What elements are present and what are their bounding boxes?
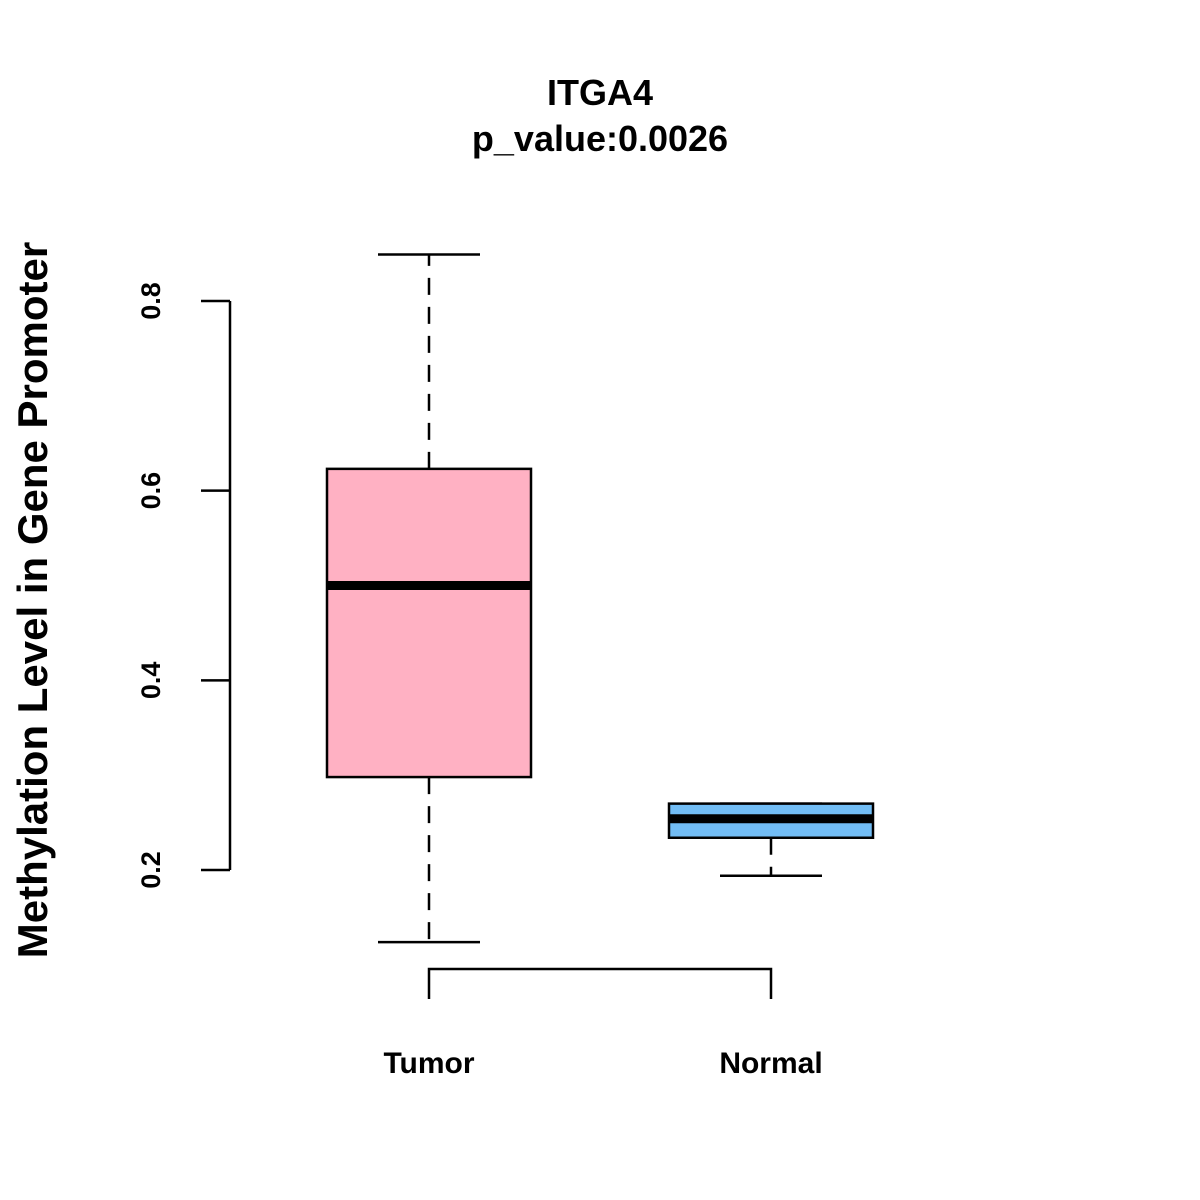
box-tumor — [325, 467, 533, 779]
x-label-normal: Normal — [719, 1047, 822, 1080]
y-tick-label: 0.4 — [136, 662, 166, 700]
chart-subtitle: p_value:0.0026 — [472, 118, 728, 159]
box-group — [325, 253, 875, 944]
significance-bracket — [427, 967, 773, 999]
bracket-line — [427, 967, 773, 999]
y-tick-label: 0.6 — [136, 472, 166, 510]
x-label-tumor: Tumor — [383, 1047, 474, 1080]
y-axis-label: Methylation Level in Gene Promoter — [9, 242, 56, 958]
y-tick-label: 0.8 — [136, 282, 166, 320]
chart-title: ITGA4 — [547, 72, 653, 113]
x-axis-labels: Tumor Normal — [383, 1047, 822, 1080]
y-axis: 0.2 0.4 0.6 0.8 — [136, 282, 232, 889]
y-tick-label: 0.2 — [136, 851, 166, 889]
